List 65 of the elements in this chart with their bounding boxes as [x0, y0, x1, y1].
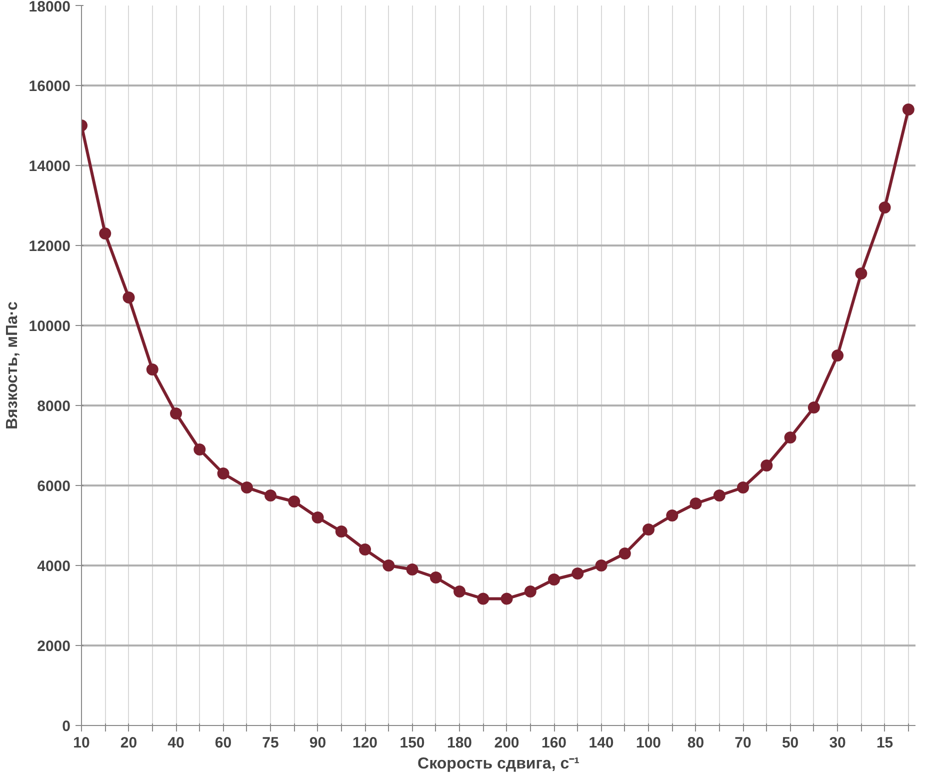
point — [713, 490, 726, 502]
x-tick-label: 70 — [734, 734, 752, 752]
x-tick-label: 180 — [447, 734, 472, 752]
point — [359, 544, 372, 556]
y-tick-label: 18000 — [28, 0, 71, 16]
point — [666, 510, 678, 522]
point — [288, 496, 300, 508]
y-tick-label: 12000 — [28, 238, 71, 255]
point — [170, 408, 182, 420]
point — [406, 564, 418, 576]
x-tick-label: 10 — [73, 734, 90, 752]
x-tick-label: 30 — [829, 734, 846, 752]
point — [595, 560, 608, 572]
point — [382, 560, 395, 572]
x-tick-label: 140 — [588, 734, 614, 752]
point — [335, 526, 348, 538]
x-tick-label: 120 — [352, 734, 378, 752]
x-tick-label: 15 — [876, 734, 894, 752]
point — [737, 482, 750, 494]
point — [902, 104, 914, 116]
point — [524, 586, 536, 598]
point — [500, 592, 513, 605]
x-tick-label: 100 — [636, 734, 662, 752]
point — [264, 490, 277, 502]
y-tick-label: 14000 — [28, 158, 71, 175]
point — [146, 364, 158, 376]
point — [99, 228, 112, 240]
x-tick-label: 50 — [782, 734, 799, 752]
y-axis-title: Вязкость, мПа·с — [4, 301, 21, 430]
point — [240, 482, 253, 494]
point — [217, 468, 230, 480]
point — [572, 568, 584, 580]
point — [832, 350, 844, 362]
x-axis-title: Скорость сдвига, с⁻¹ — [418, 756, 580, 772]
y-tick-label: 4000 — [37, 558, 71, 575]
y-tick-label: 2000 — [37, 638, 71, 655]
x-tick-label: 160 — [542, 734, 567, 752]
point — [312, 512, 324, 524]
point — [430, 572, 442, 584]
point — [454, 586, 466, 598]
x-tick-label: 40 — [168, 734, 184, 752]
x-tick-label: 20 — [120, 734, 138, 752]
y-tick-label: 16000 — [28, 78, 71, 95]
point — [122, 292, 135, 304]
point — [784, 432, 796, 444]
y-tick-label: 8000 — [37, 398, 71, 415]
y-tick-label: 6000 — [37, 478, 71, 495]
x-tick-label: 60 — [214, 734, 232, 752]
point — [194, 444, 206, 456]
x-tick-label: 150 — [400, 734, 425, 752]
point — [642, 524, 655, 536]
point — [760, 460, 773, 472]
x-tick-label: 75 — [262, 734, 279, 752]
point — [878, 202, 891, 214]
point — [690, 498, 702, 510]
point — [808, 402, 820, 414]
y-tick-label: 0 — [62, 718, 70, 735]
x-tick-label: 90 — [309, 734, 326, 752]
point — [548, 574, 560, 586]
x-tick-label: 200 — [494, 734, 520, 752]
y-tick-label: 10000 — [28, 318, 71, 335]
point — [855, 268, 868, 280]
point — [618, 548, 631, 560]
x-tick-label: 80 — [687, 734, 704, 752]
point — [477, 592, 490, 605]
